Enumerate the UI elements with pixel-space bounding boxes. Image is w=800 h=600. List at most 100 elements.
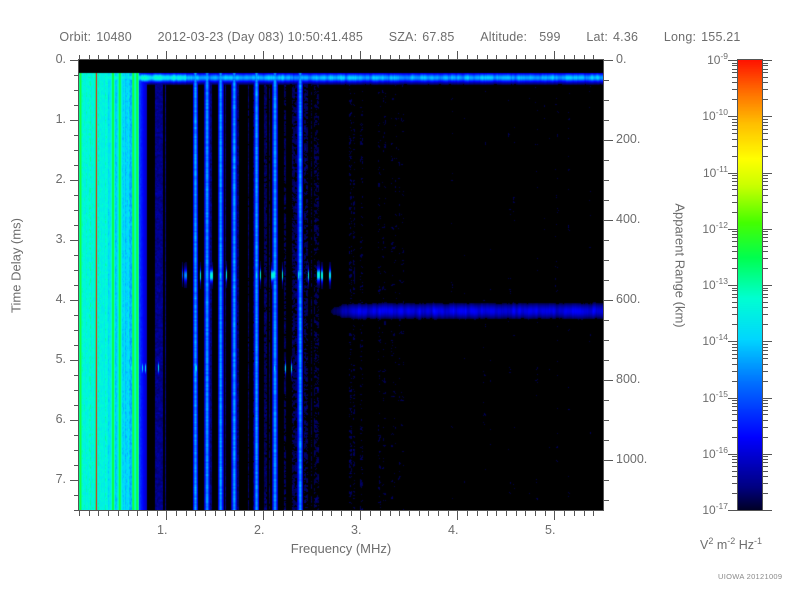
colorbar-minor-tick (762, 133, 768, 134)
header-sza-label: SZA: (388, 30, 418, 44)
header-lat-value: 4.36 (613, 30, 639, 44)
x-tick-label: 1. (157, 523, 168, 537)
colorbar-minor-tick (732, 133, 738, 134)
colorbar-minor-tick (762, 231, 768, 232)
y-major-tick (70, 420, 79, 421)
x-minor-tick (137, 511, 138, 516)
colorbar-unit-label: V2 m-2 Hz-1 (700, 536, 763, 553)
y-axis-right-title: Apparent Range (km) (672, 203, 688, 328)
colorbar-tick-label: 10-13 (702, 276, 728, 292)
x-major-tick (554, 511, 555, 520)
colorbar-minor-tick (762, 414, 768, 415)
colorbar-minor-tick (762, 125, 768, 126)
colorbar-major-tick (762, 285, 772, 286)
x-major-tick-top (554, 51, 555, 60)
x-minor-tick-top (438, 55, 439, 60)
x-minor-tick-top (322, 55, 323, 60)
header-lat-label: Lat: (586, 30, 609, 44)
colorbar-minor-tick (732, 237, 738, 238)
x-minor-tick-top (419, 55, 420, 60)
x-minor-tick (244, 511, 245, 516)
y-right-minor-tick (604, 340, 609, 341)
colorbar-minor-tick (762, 364, 768, 365)
colorbar-major-tick (762, 510, 772, 511)
y-minor-tick (74, 510, 79, 511)
colorbar-major-tick (762, 398, 772, 399)
x-minor-tick (312, 511, 313, 516)
x-minor-tick-top (186, 55, 187, 60)
colorbar-major-tick (762, 116, 772, 117)
y-minor-tick (74, 345, 79, 346)
colorbar-minor-tick (762, 462, 768, 463)
colorbar-minor-tick (732, 189, 738, 190)
colorbar-minor-tick (732, 69, 738, 70)
x-minor-tick-top (409, 55, 410, 60)
colorbar-minor-tick (732, 268, 738, 269)
x-minor-tick-top (448, 55, 449, 60)
x-minor-tick (205, 511, 206, 516)
colorbar-minor-tick (762, 403, 768, 404)
colorbar-minor-tick (732, 241, 738, 242)
colorbar-minor-tick (762, 82, 768, 83)
colorbar-minor-tick (762, 156, 768, 157)
colorbar-minor-tick (732, 403, 738, 404)
colorbar-major-tick (728, 116, 738, 117)
colorbar-minor-tick (732, 129, 738, 130)
colorbar-minor-tick (732, 400, 738, 401)
x-axis-title: Frequency (MHz) (290, 541, 392, 556)
colorbar-minor-tick (762, 69, 768, 70)
colorbar-minor-tick (732, 89, 738, 90)
colorbar-major-tick (728, 341, 738, 342)
x-minor-tick-top (506, 55, 507, 60)
y-minor-tick (74, 105, 79, 106)
colorbar-minor-tick (732, 234, 738, 235)
y-major-tick (70, 180, 79, 181)
x-minor-tick-top (370, 55, 371, 60)
colorbar-minor-tick (762, 344, 768, 345)
colorbar-minor-tick (732, 72, 738, 73)
x-minor-tick-top (525, 55, 526, 60)
radargram-image (79, 60, 603, 510)
colorbar-minor-tick (762, 302, 768, 303)
y-right-minor-tick (604, 440, 609, 441)
x-minor-tick-top (302, 55, 303, 60)
colorbar-minor-tick (732, 246, 738, 247)
x-minor-tick-top (467, 55, 468, 60)
x-minor-tick (564, 511, 565, 516)
colorbar-minor-tick (732, 371, 738, 372)
colorbar-minor-tick (732, 251, 738, 252)
colorbar-minor-tick (762, 212, 768, 213)
colorbar-minor-tick (762, 371, 768, 372)
colorbar-minor-tick (732, 125, 738, 126)
x-minor-tick-top (128, 55, 129, 60)
y-major-tick (70, 300, 79, 301)
x-minor-tick (535, 511, 536, 516)
colorbar-major-tick (728, 229, 738, 230)
y-minor-tick (74, 270, 79, 271)
header-long-label: Long: (663, 30, 697, 44)
x-minor-tick (322, 511, 323, 516)
x-minor-tick-top (487, 55, 488, 60)
colorbar-minor-tick (732, 302, 738, 303)
y-right-minor-tick (604, 200, 609, 201)
y-right-minor-tick (604, 80, 609, 81)
radargram-plot (79, 60, 603, 510)
x-minor-tick (409, 511, 410, 516)
x-minor-tick-top (205, 55, 206, 60)
y-left-tick-label: 2. (55, 172, 66, 186)
x-minor-tick-top (545, 55, 546, 60)
colorbar-minor-tick (762, 65, 768, 66)
x-minor-tick (292, 511, 293, 516)
header-altitude-value: 599 (539, 30, 561, 44)
colorbar-minor-tick (732, 297, 738, 298)
colorbar-minor-tick (762, 459, 768, 460)
y-minor-tick (74, 390, 79, 391)
colorbar-minor-tick (732, 146, 738, 147)
colorbar-minor-tick (732, 354, 738, 355)
y-major-tick (70, 60, 79, 61)
header-altitude: Altitude: 599 (480, 30, 560, 44)
y-right-minor-tick (604, 180, 609, 181)
colorbar-minor-tick (762, 410, 768, 411)
x-major-tick (263, 511, 264, 520)
y-minor-tick (74, 315, 79, 316)
